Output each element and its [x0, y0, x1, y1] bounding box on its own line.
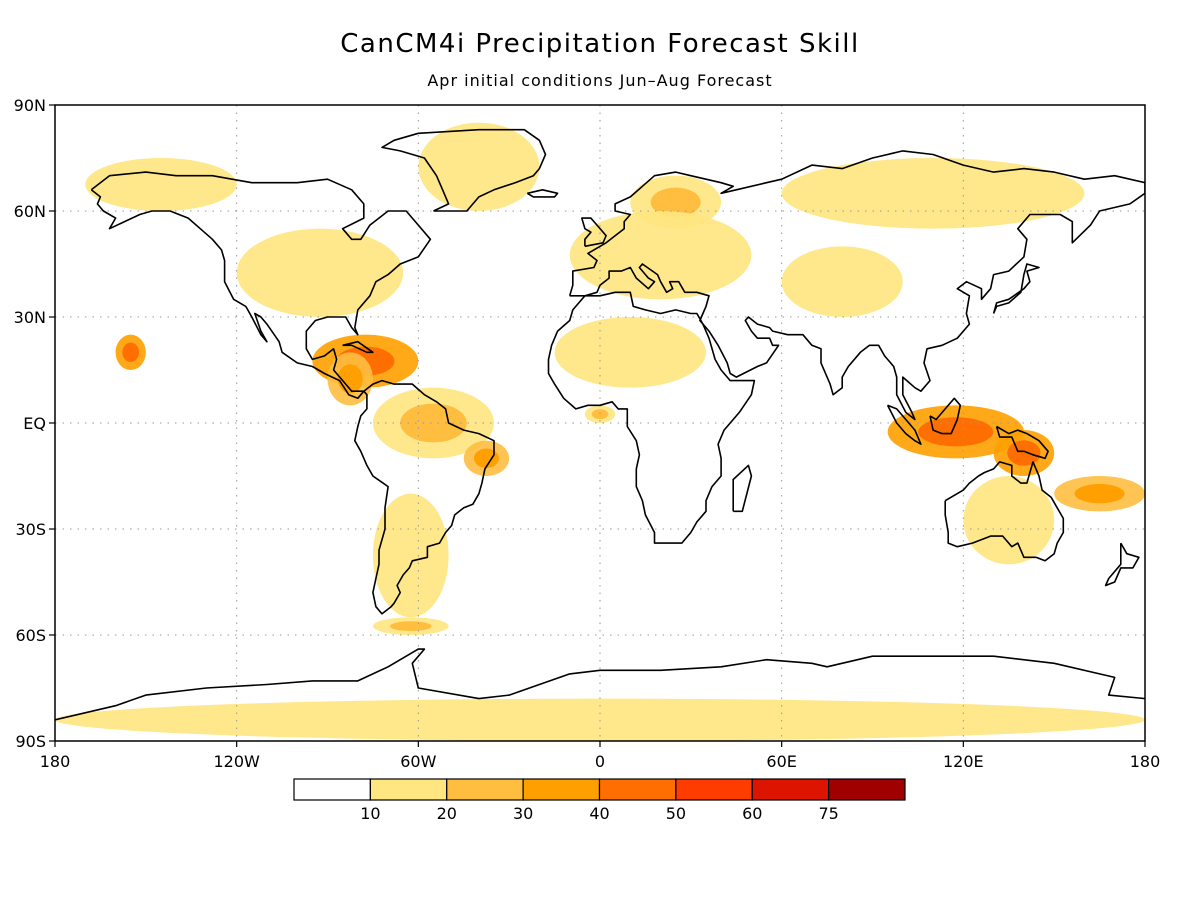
skill-shading-layer — [55, 122, 1145, 741]
coastlines — [55, 128, 1145, 721]
colorbar-label: 30 — [513, 804, 533, 823]
skill-region-greenland — [418, 122, 540, 211]
skill-region-central-asia — [781, 246, 903, 317]
chart-title: CanCM4i Precipitation Forecast Skill — [340, 29, 859, 59]
lon-tick-label: 180 — [1130, 752, 1161, 771]
skill-region-sahara — [554, 317, 706, 388]
skill-region-core-southern-ocean — [389, 621, 432, 632]
lon-tick-label: 180 — [40, 752, 71, 771]
grid-lines — [55, 105, 1145, 741]
skill-region-core-hawaii — [122, 342, 140, 363]
skill-region-north-america — [236, 228, 404, 317]
coastline-africa — [547, 291, 756, 544]
coastline-japan — [992, 263, 1040, 314]
coastline-north-america — [90, 171, 432, 400]
coastline-cuba — [342, 340, 374, 354]
lat-tick-label: EQ — [23, 414, 46, 433]
lon-tick-label: 120W — [213, 752, 260, 771]
skill-region-siberia — [781, 158, 1085, 229]
lat-tick-label: 30S — [15, 520, 46, 539]
lat-tick-label: 90N — [14, 96, 46, 115]
coastline-new-guinea — [995, 425, 1049, 460]
colorbar-label: 75 — [818, 804, 838, 823]
skill-region-core-south-pacific-east — [1074, 483, 1125, 504]
coastline-australia — [944, 461, 1065, 562]
colorbar-swatch — [293, 778, 371, 801]
skill-region-core-brazil-east — [473, 448, 499, 469]
skill-region-antarctica — [55, 698, 1145, 741]
coastline-south-america — [353, 379, 495, 615]
colorbar-swatch — [522, 778, 601, 801]
coastline-madagascar — [732, 464, 753, 513]
coastline-greenland — [381, 128, 547, 212]
lon-tick-label: 120E — [943, 752, 984, 771]
colorbar: 10 20 30 40 50 60 75 — [293, 778, 906, 823]
colorbar-swatch — [598, 778, 677, 801]
skill-region-core-scandinavia — [650, 187, 701, 217]
colorbar-swatch — [751, 778, 830, 801]
skill-region-core-maritime-continent — [918, 417, 994, 447]
lon-tick-label: 60W — [400, 752, 436, 771]
skill-region-australia — [963, 476, 1055, 565]
colorbar-swatch — [369, 778, 448, 801]
coastline-eurasia — [568, 150, 1145, 421]
chart-subtitle: Apr initial conditions Jun–Aug Forecast — [427, 71, 772, 90]
lat-tick-label: 60N — [14, 202, 46, 221]
skill-region-core-northern-south-america — [400, 403, 467, 443]
coastline-new-zealand — [1104, 542, 1140, 587]
colorbar-label: 10 — [360, 804, 380, 823]
coastline-sumatra — [886, 404, 922, 446]
lon-tick-label: 60E — [766, 752, 796, 771]
skill-region-core-gulf-of-guinea — [591, 409, 609, 420]
colorbar-label: 60 — [742, 804, 762, 823]
colorbar-label: 20 — [437, 804, 457, 823]
coastline-borneo — [929, 397, 962, 435]
coastline-britain — [580, 217, 607, 248]
latitude-axis: 90N 60N 30N EQ 30S 60S 90S — [14, 96, 55, 751]
lat-tick-label: 30N — [14, 308, 46, 327]
colorbar-swatch — [828, 778, 906, 801]
coastline-antarctica — [55, 648, 1145, 721]
lon-tick-label: 0 — [595, 752, 605, 771]
lat-tick-label: 90S — [15, 732, 46, 751]
lat-tick-label: 60S — [15, 626, 46, 645]
coastline-iceland — [526, 189, 559, 198]
longitude-axis: 180 120W 60W 0 60E 120E 180 — [40, 741, 1161, 771]
skill-region-europe — [569, 211, 752, 300]
colorbar-label: 50 — [666, 804, 686, 823]
skill-region-southern-south-america — [372, 493, 449, 618]
colorbar-swatch — [675, 778, 753, 801]
colorbar-label: 40 — [589, 804, 609, 823]
colorbar-swatch — [446, 778, 524, 801]
skill-region-core-new-guinea — [1007, 440, 1041, 466]
skill-region-alaska-arctic — [85, 158, 237, 211]
